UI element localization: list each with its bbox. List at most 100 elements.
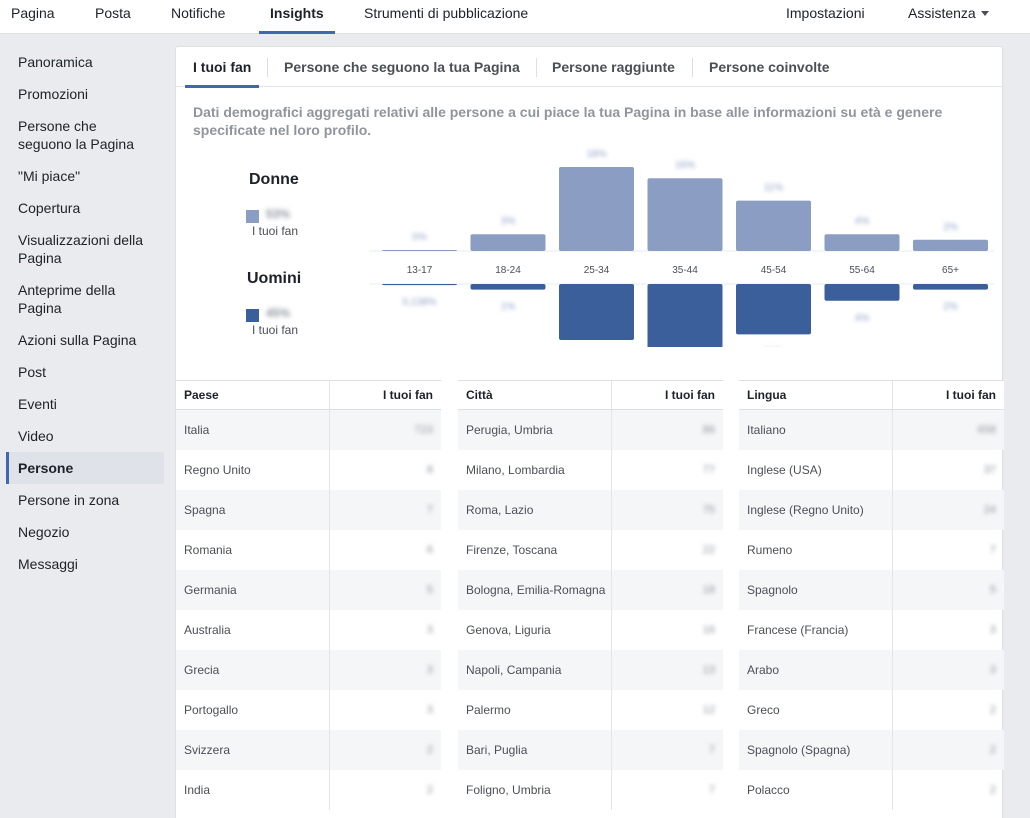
divider: [611, 770, 612, 810]
sidebar-item[interactable]: Persone che seguono la Pagina: [18, 118, 134, 152]
sidebar-item[interactable]: Azioni sulla Pagina: [18, 332, 137, 348]
row-label: Grecia: [184, 663, 220, 677]
table-row: Arabo 3: [739, 650, 1004, 690]
row-label: Portogallo: [184, 703, 239, 717]
language-table: Lingua I tuoi fan Italiano 658 Inglese (USA)…: [739, 380, 1004, 810]
sidebar-item[interactable]: Panoramica: [18, 54, 93, 70]
divider: [611, 730, 612, 770]
nav-tab-posta[interactable]: Posta: [95, 5, 131, 21]
row-label: Italiano: [747, 423, 786, 437]
category-tick-label: 18-24: [495, 265, 521, 276]
women-data-label: 0%: [412, 232, 427, 243]
table-body: Perugia, Umbria 86 Milano, Lombardia 77 Roma…: [458, 410, 723, 810]
table-row: Germania 5: [176, 570, 441, 610]
women-bar: [824, 234, 900, 251]
row-label: Svizzera: [184, 743, 231, 757]
sidebar-item[interactable]: Visualizzazioni della Pagina: [18, 232, 144, 266]
nav-tab-insights[interactable]: Insights: [259, 0, 335, 34]
subtab-persone-seguono[interactable]: Persone che seguono la tua Pagina: [284, 59, 520, 75]
chevron-down-icon: [980, 10, 989, 16]
help-dropdown[interactable]: Assistenza: [908, 0, 989, 34]
sidebar-item[interactable]: Eventi: [18, 396, 57, 412]
divider: [329, 410, 330, 450]
legend-women-swatch: [246, 210, 259, 223]
nav-tab-insights-label: Insights: [270, 5, 324, 21]
table-row: Italia 723: [176, 410, 441, 450]
row-label: India: [184, 783, 211, 797]
column-header[interactable]: Lingua: [747, 388, 787, 402]
sidebar-item[interactable]: Persone: [6, 452, 164, 484]
legend-women-title: Donne: [249, 171, 299, 188]
men-bar: [559, 284, 634, 340]
divider: [611, 490, 612, 530]
men-bar: [736, 284, 811, 335]
table-row: Portogallo 3: [176, 690, 441, 730]
divider: [329, 530, 330, 570]
sidebar-item[interactable]: "Mi piace": [18, 168, 81, 184]
divider: [329, 650, 330, 690]
row-label: Bologna, Emilia-Romagna: [466, 583, 606, 597]
nav-tab-pagina[interactable]: Pagina: [11, 5, 55, 21]
table-row: Inglese (USA) 37: [739, 450, 1004, 490]
table-row: Roma, Lazio 75: [458, 490, 723, 530]
row-value: 7: [708, 744, 715, 756]
nav-tab-notifiche[interactable]: Notifiche: [171, 5, 226, 21]
settings-link[interactable]: Impostazioni: [786, 5, 865, 21]
row-label: Spagnolo: [747, 583, 798, 597]
sidebar-item[interactable]: Persone in zona: [18, 492, 120, 508]
sidebar: Panoramica Promozioni Persone che seguono …: [6, 46, 164, 580]
subtab-persone-raggiunte[interactable]: Persone raggiunte: [552, 59, 675, 75]
divider: [892, 410, 893, 450]
row-label: Arabo: [747, 663, 780, 677]
category-tick-label: 25-34: [584, 265, 610, 276]
row-value: 7: [426, 504, 433, 516]
row-label: Genova, Liguria: [466, 623, 551, 637]
women-data-label: 4%: [855, 216, 870, 227]
row-label: Greco: [747, 703, 780, 717]
table-row: Svizzera 2: [176, 730, 441, 770]
table-row: Romania 6: [176, 530, 441, 570]
divider: [692, 58, 693, 77]
nav-tab-strumenti[interactable]: Strumenti di pubblicazione: [364, 5, 529, 21]
row-value: 5: [426, 584, 433, 596]
subtab-persone-coinvolte[interactable]: Persone coinvolte: [709, 59, 830, 75]
table-row: Bologna, Emilia-Romagna 18: [458, 570, 723, 610]
table-row: Regno Unito 8: [176, 450, 441, 490]
sidebar-item[interactable]: Post: [18, 364, 47, 380]
row-label: Spagnolo (Spagna): [747, 743, 851, 757]
column-header[interactable]: I tuoi fan: [946, 388, 996, 402]
row-value: 7: [708, 784, 715, 796]
women-data-label: 18%: [586, 149, 606, 160]
divider: [329, 610, 330, 650]
divider: [267, 58, 268, 77]
women-bar: [559, 167, 634, 251]
age-gender-chart-svg: 13-170%0,138%18-243%1%25-3418%10%35-4416…: [369, 149, 994, 347]
subtab-i-tuoi-fan[interactable]: I tuoi fan: [185, 47, 260, 88]
row-label: Rumeno: [747, 543, 793, 557]
row-value: 3: [989, 624, 996, 636]
column-header[interactable]: Paese: [184, 388, 219, 402]
men-bar: [647, 284, 723, 347]
column-header[interactable]: I tuoi fan: [383, 388, 433, 402]
column-header[interactable]: I tuoi fan: [665, 388, 715, 402]
women-bar: [470, 234, 546, 251]
divider: [892, 610, 893, 650]
sidebar-item[interactable]: Negozio: [18, 524, 70, 540]
sidebar-item[interactable]: Copertura: [18, 200, 81, 216]
top-navigation: Pagina Posta Notifiche Insights Strument…: [0, 0, 1030, 34]
table-row: Milano, Lombardia 77: [458, 450, 723, 490]
men-bar: [470, 284, 546, 290]
row-label: Germania: [184, 583, 237, 597]
divider: [892, 650, 893, 690]
sidebar-item[interactable]: Promozioni: [18, 86, 89, 102]
row-value: 24: [983, 504, 996, 516]
row-label: Perugia, Umbria: [466, 423, 553, 437]
divider: [329, 570, 330, 610]
row-value: 2: [426, 784, 433, 796]
legend-men-title: Uomini: [247, 270, 302, 287]
divider: [892, 570, 893, 610]
sidebar-item[interactable]: Video: [18, 428, 54, 444]
column-header[interactable]: Città: [466, 388, 493, 402]
sidebar-item[interactable]: Anteprime della Pagina: [18, 282, 116, 316]
sidebar-item[interactable]: Messaggi: [18, 556, 78, 572]
